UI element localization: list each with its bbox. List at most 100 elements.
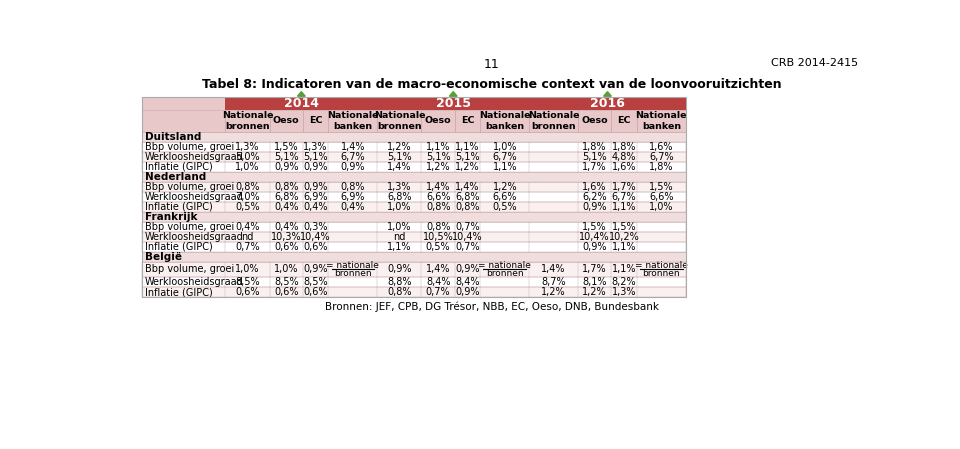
- Text: 1,0%: 1,0%: [235, 264, 260, 274]
- Bar: [142, 287, 685, 297]
- Text: 1,2%: 1,2%: [583, 287, 607, 297]
- Text: 8,4%: 8,4%: [426, 277, 450, 287]
- Text: 1,6%: 1,6%: [583, 182, 607, 192]
- Text: 0,7%: 0,7%: [455, 242, 480, 252]
- Text: 0,9%: 0,9%: [583, 202, 607, 212]
- Text: 1,6%: 1,6%: [649, 142, 674, 152]
- Text: 6,8%: 6,8%: [455, 192, 480, 202]
- Bar: [529, 110, 578, 132]
- Text: 6,6%: 6,6%: [492, 192, 517, 202]
- Bar: [421, 110, 455, 132]
- Bar: [421, 110, 455, 132]
- Text: EC: EC: [309, 116, 323, 125]
- Text: 0,4%: 0,4%: [303, 202, 328, 212]
- Bar: [142, 110, 226, 132]
- Text: Nationale
banken: Nationale banken: [636, 111, 687, 131]
- Text: Oeso: Oeso: [273, 116, 300, 125]
- Text: 0,9%: 0,9%: [303, 182, 328, 192]
- Bar: [578, 110, 612, 132]
- Text: 8,5%: 8,5%: [235, 277, 260, 287]
- Text: = nationale: = nationale: [478, 261, 531, 270]
- Text: 1,0%: 1,0%: [235, 162, 260, 172]
- Bar: [270, 110, 303, 132]
- Text: 1,4%: 1,4%: [426, 264, 450, 274]
- Text: 1,2%: 1,2%: [455, 162, 480, 172]
- Bar: [142, 222, 685, 232]
- Bar: [142, 162, 685, 172]
- Text: Bbp volume, groei: Bbp volume, groei: [145, 182, 234, 192]
- Text: 1,7%: 1,7%: [612, 182, 636, 192]
- Text: 8,1%: 8,1%: [583, 277, 607, 287]
- Text: 10,2%: 10,2%: [609, 232, 639, 242]
- Bar: [142, 97, 685, 297]
- Text: 1,1%: 1,1%: [426, 142, 450, 152]
- Text: 1,0%: 1,0%: [274, 264, 299, 274]
- Text: 1,0%: 1,0%: [492, 142, 517, 152]
- Text: 1,7%: 1,7%: [583, 264, 607, 274]
- Text: Inflatie (GIPC): Inflatie (GIPC): [145, 287, 212, 297]
- Text: 1,1%: 1,1%: [612, 264, 636, 274]
- Bar: [480, 110, 529, 132]
- Text: bronnen: bronnen: [642, 269, 680, 278]
- Bar: [303, 110, 328, 132]
- Text: Inflatie (GIPC): Inflatie (GIPC): [145, 162, 212, 172]
- Text: bronnen: bronnen: [334, 269, 372, 278]
- Text: 0,7%: 0,7%: [426, 287, 450, 297]
- Text: 0,6%: 0,6%: [274, 242, 299, 252]
- Bar: [142, 142, 685, 152]
- Text: 10,5%: 10,5%: [422, 232, 453, 242]
- Text: 0,5%: 0,5%: [426, 242, 450, 252]
- Text: 0,5%: 0,5%: [492, 202, 517, 212]
- Bar: [142, 222, 685, 232]
- Text: 8,7%: 8,7%: [541, 277, 566, 287]
- Text: 0,8%: 0,8%: [341, 182, 365, 192]
- Text: bronnen: bronnen: [486, 269, 523, 278]
- Text: 6,8%: 6,8%: [387, 192, 412, 202]
- Text: 0,8%: 0,8%: [235, 182, 260, 192]
- Text: Werkloosheidsgraad: Werkloosheidsgraad: [145, 152, 244, 162]
- Text: 1,5%: 1,5%: [583, 222, 607, 232]
- Text: 8,8%: 8,8%: [387, 277, 412, 287]
- Bar: [328, 110, 377, 132]
- Bar: [142, 192, 685, 202]
- Text: 1,4%: 1,4%: [341, 142, 365, 152]
- Polygon shape: [298, 92, 305, 96]
- Bar: [270, 110, 303, 132]
- Text: 1,8%: 1,8%: [649, 162, 674, 172]
- Text: 5,1%: 5,1%: [455, 152, 480, 162]
- Text: Nationale
bronnen: Nationale bronnen: [222, 111, 274, 131]
- Text: België: België: [145, 252, 181, 262]
- Text: 0,8%: 0,8%: [387, 287, 412, 297]
- Text: 11: 11: [484, 58, 500, 71]
- Text: 1,1%: 1,1%: [612, 202, 636, 212]
- Text: 0,9%: 0,9%: [341, 162, 365, 172]
- Text: 6,7%: 6,7%: [612, 192, 636, 202]
- Text: CRB 2014-2415: CRB 2014-2415: [771, 58, 858, 69]
- Text: nd: nd: [241, 232, 253, 242]
- Bar: [142, 110, 226, 132]
- Text: 6,8%: 6,8%: [274, 192, 299, 202]
- Text: 1,4%: 1,4%: [387, 162, 412, 172]
- Bar: [142, 262, 685, 277]
- Text: 1,8%: 1,8%: [583, 142, 607, 152]
- Text: Bronnen: JEF, CPB, DG Trésor, NBB, EC, Oeso, DNB, Bundesbank: Bronnen: JEF, CPB, DG Trésor, NBB, EC, O…: [325, 301, 659, 312]
- Text: Frankrijk: Frankrijk: [145, 212, 198, 222]
- Bar: [142, 142, 685, 152]
- Text: 0,4%: 0,4%: [341, 202, 365, 212]
- Text: 0,6%: 0,6%: [303, 287, 328, 297]
- Text: Inflatie (GIPC): Inflatie (GIPC): [145, 242, 212, 252]
- Bar: [455, 110, 480, 132]
- Text: Inflatie (GIPC): Inflatie (GIPC): [145, 202, 212, 212]
- Bar: [578, 110, 612, 132]
- Text: 5,1%: 5,1%: [426, 152, 450, 162]
- Text: 8,2%: 8,2%: [612, 277, 636, 287]
- Bar: [328, 110, 377, 132]
- Bar: [455, 110, 480, 132]
- Bar: [226, 97, 377, 110]
- Text: 1,5%: 1,5%: [274, 142, 299, 152]
- Text: 1,3%: 1,3%: [303, 142, 328, 152]
- Text: 1,2%: 1,2%: [541, 287, 566, 297]
- Text: Bbp volume, groei: Bbp volume, groei: [145, 142, 234, 152]
- Text: 8,4%: 8,4%: [455, 277, 480, 287]
- Bar: [377, 97, 529, 110]
